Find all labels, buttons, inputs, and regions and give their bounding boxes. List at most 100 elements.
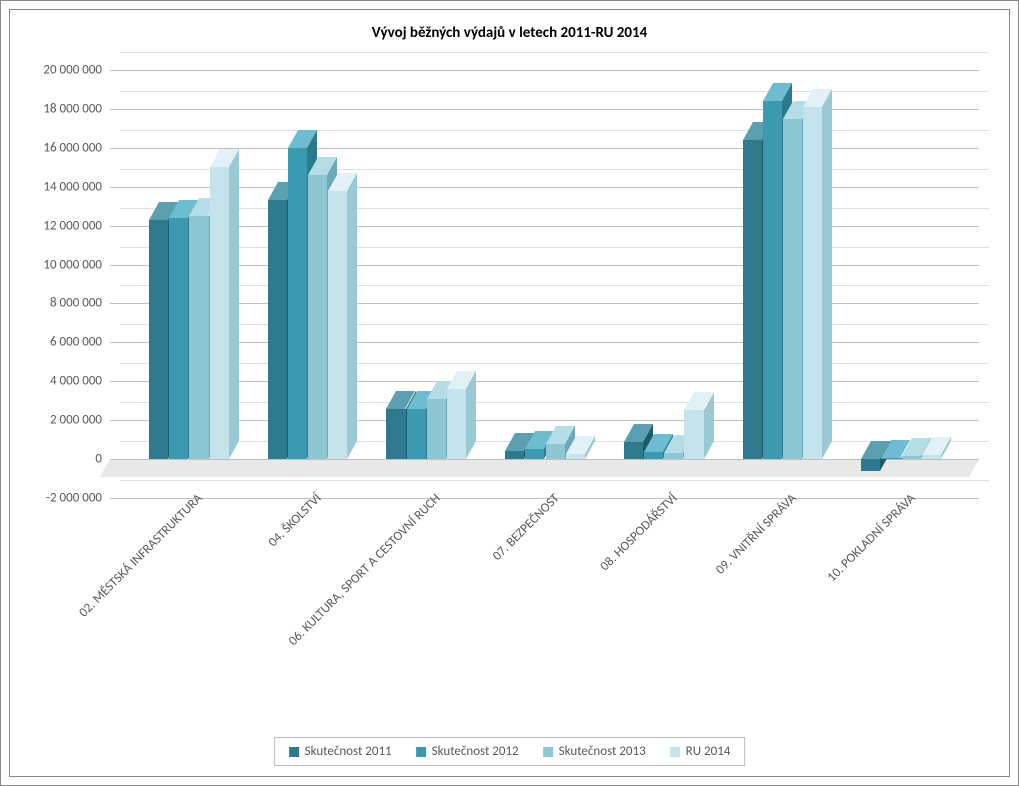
- bar-front: [803, 107, 822, 459]
- bar: [743, 140, 762, 459]
- legend-swatch: [543, 747, 553, 757]
- bar: [902, 456, 921, 459]
- gridline: [110, 342, 979, 343]
- gridline-back: [120, 285, 989, 286]
- bar: [268, 200, 287, 459]
- gridline-back: [120, 363, 989, 364]
- gridline-back: [120, 208, 989, 209]
- chart-floor: [100, 459, 979, 477]
- bar-front: [861, 459, 880, 471]
- legend-label: Skutečnost 2011: [305, 744, 392, 759]
- legend-label: Skutečnost 2013: [559, 744, 646, 759]
- gridline: [110, 109, 979, 110]
- y-axis-tick-label: 8 000 000: [50, 296, 110, 311]
- bar-front: [505, 451, 524, 459]
- gridline-back: [120, 480, 989, 481]
- bar-side: [347, 173, 357, 459]
- bar-front: [546, 444, 565, 460]
- gridline-back: [120, 402, 989, 403]
- bar: [328, 191, 347, 459]
- y-axis-tick-label: 0: [95, 452, 110, 467]
- bar: [386, 409, 405, 460]
- gridline: [110, 265, 979, 266]
- bar-front: [525, 449, 544, 459]
- bar: [189, 216, 208, 459]
- gridline-back: [120, 247, 989, 248]
- bar: [803, 107, 822, 459]
- x-axis-tick-label: 02. MĚSTSKÁ INFRASTRUKTURA: [77, 491, 206, 620]
- gridline: [110, 459, 979, 460]
- bar: [624, 442, 643, 460]
- x-axis-tick-label: 04. ŠKOLSTVÍ: [266, 491, 325, 550]
- bar-front: [624, 442, 643, 460]
- bar: [664, 453, 683, 459]
- legend-item: Skutečnost 2011: [289, 744, 392, 759]
- bar-front: [288, 148, 307, 459]
- bar: [644, 452, 663, 459]
- gridline: [110, 420, 979, 421]
- gridline: [110, 303, 979, 304]
- legend-item: RU 2014: [670, 744, 731, 759]
- bar: [149, 220, 168, 459]
- bar-front: [743, 140, 762, 459]
- gridline: [110, 381, 979, 382]
- y-axis-tick-label: 16 000 000: [43, 140, 110, 155]
- legend-item: Skutečnost 2013: [543, 744, 646, 759]
- bar-front: [149, 220, 168, 459]
- gridline-back: [120, 130, 989, 131]
- legend-label: Skutečnost 2012: [432, 744, 519, 759]
- bar: [763, 101, 782, 459]
- bar-front: [386, 409, 405, 460]
- x-axis-tick-label: 08. HOSPODÁŘSTVÍ: [598, 491, 681, 574]
- bar-side: [822, 89, 832, 459]
- bar-side: [466, 371, 476, 459]
- y-axis-tick-label: 12 000 000: [43, 218, 110, 233]
- gridline: [110, 148, 979, 149]
- bar-front: [189, 216, 208, 459]
- y-axis-tick-label: 18 000 000: [43, 101, 110, 116]
- legend: Skutečnost 2011 Skutečnost 2012 Skutečnost…: [274, 737, 746, 766]
- gridline: [110, 70, 979, 71]
- bar-front: [763, 101, 782, 459]
- bar: [684, 410, 703, 459]
- legend-label: RU 2014: [686, 744, 731, 759]
- bar: [783, 119, 802, 459]
- legend-swatch: [670, 747, 680, 757]
- bar-front: [644, 452, 663, 459]
- bar-front: [210, 167, 229, 459]
- legend-item: Skutečnost 2012: [416, 744, 519, 759]
- gridline-back: [120, 91, 989, 92]
- bar-front: [427, 399, 446, 459]
- gridline-back: [120, 324, 989, 325]
- bar: [288, 148, 307, 459]
- bar-front: [783, 119, 802, 459]
- bar: [922, 455, 941, 459]
- y-axis-tick-label: 10 000 000: [43, 257, 110, 272]
- bar-front: [566, 454, 585, 459]
- x-axis-tick-label: 10. POKLADNÍ SPRÁVA: [824, 491, 918, 585]
- bar: [861, 459, 880, 471]
- bar: [210, 167, 229, 459]
- bar-front: [328, 191, 347, 459]
- bar: [447, 389, 466, 459]
- bar: [169, 218, 188, 459]
- y-axis-tick-label: 2 000 000: [50, 413, 110, 428]
- bar-front: [922, 455, 941, 459]
- bar-front: [169, 218, 188, 459]
- plot-area: -2 000 00002 000 0004 000 0006 000 0008 …: [110, 70, 979, 676]
- bar: [505, 451, 524, 459]
- y-axis-tick-label: 20 000 000: [43, 63, 110, 78]
- y-axis-tick-label: 4 000 000: [50, 374, 110, 389]
- y-axis-tick-label: 14 000 000: [43, 179, 110, 194]
- y-axis-tick-label: -2 000 000: [46, 491, 110, 506]
- bar-front: [664, 453, 683, 459]
- bar-front: [407, 409, 426, 460]
- bar-front: [447, 389, 466, 459]
- gridline: [110, 226, 979, 227]
- gridline-back: [120, 169, 989, 170]
- bar: [308, 175, 327, 459]
- bar-front: [902, 456, 921, 459]
- chart-inner-frame: Vývoj běžných výdajů v letech 2011-RU 20…: [9, 9, 1010, 777]
- chart-container: Vývoj běžných výdajů v letech 2011-RU 20…: [0, 0, 1019, 786]
- legend-swatch: [416, 747, 426, 757]
